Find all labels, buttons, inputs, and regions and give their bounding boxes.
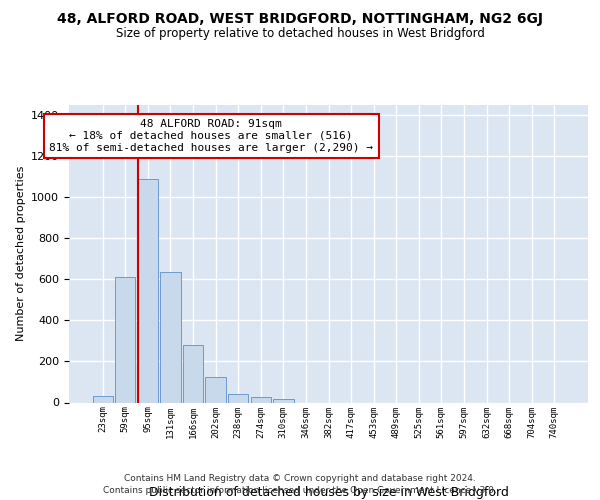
Text: Contains public sector information licensed under the Open Government Licence v3: Contains public sector information licen… (103, 486, 497, 495)
Bar (228, 394, 248, 402)
Bar (115, 277, 136, 402)
Bar (183, 345, 203, 403)
Bar (92, 396, 113, 402)
Bar (273, 400, 293, 402)
X-axis label: Distribution of detached houses by size in West Bridgford: Distribution of detached houses by size … (149, 486, 508, 499)
Bar (205, 377, 226, 402)
Text: 48, ALFORD ROAD, WEST BRIDGFORD, NOTTINGHAM, NG2 6GJ: 48, ALFORD ROAD, WEST BRIDGFORD, NOTTING… (57, 12, 543, 26)
Y-axis label: Number of detached properties: Number of detached properties (16, 166, 26, 342)
Text: 48 ALFORD ROAD: 91sqm
← 18% of detached houses are smaller (516)
81% of semi-det: 48 ALFORD ROAD: 91sqm ← 18% of detached … (49, 120, 373, 152)
Text: Size of property relative to detached houses in West Bridgford: Size of property relative to detached ho… (116, 28, 484, 40)
Bar (160, 272, 181, 402)
Text: Contains HM Land Registry data © Crown copyright and database right 2024.: Contains HM Land Registry data © Crown c… (124, 474, 476, 483)
Bar (251, 398, 271, 402)
Bar (138, 179, 158, 402)
